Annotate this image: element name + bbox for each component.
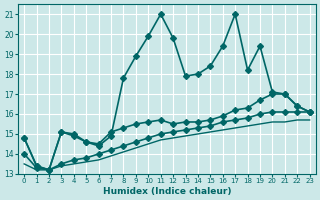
X-axis label: Humidex (Indice chaleur): Humidex (Indice chaleur) xyxy=(103,187,231,196)
